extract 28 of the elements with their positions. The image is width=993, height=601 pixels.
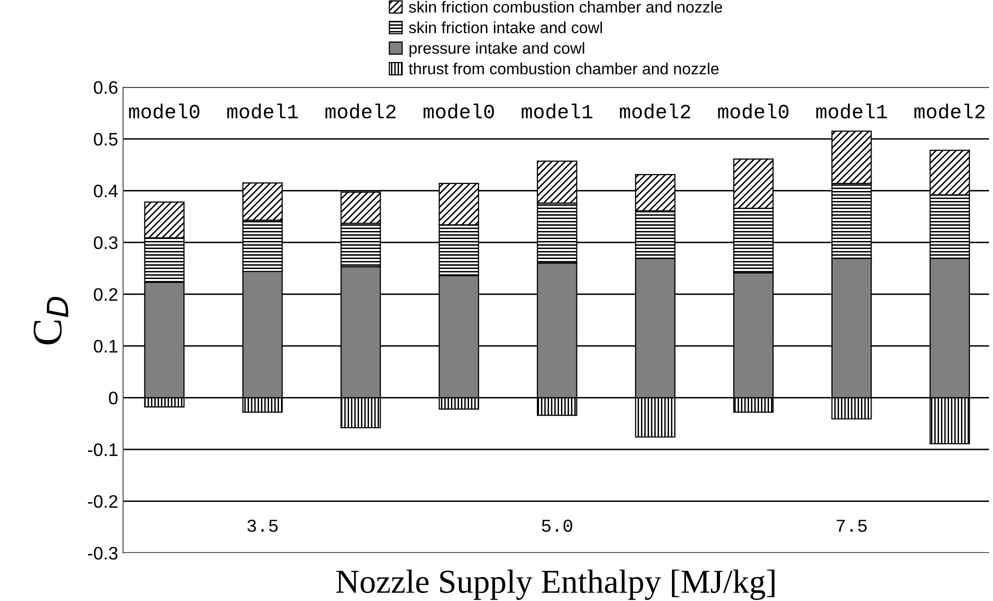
x-axis-title: Nozzle Supply Enthalpy [MJ/kg]	[336, 570, 774, 600]
legend-label: skin friction intake and cowl	[408, 22, 602, 34]
x-tick-label: model2	[620, 104, 690, 118]
annotation: 7.5	[836, 520, 867, 532]
y-tick-label: 0	[108, 392, 118, 404]
x-tick-label: model1	[227, 104, 298, 118]
y-tick-label: 0.4	[94, 184, 118, 198]
legend-label: pressure intake and cowl	[410, 42, 584, 57]
y-tick-label: 0.5	[94, 132, 118, 146]
y-tick-label: 0.3	[94, 236, 118, 250]
x-tick-label: model0	[424, 104, 494, 118]
x-tick-label: model1	[522, 104, 592, 118]
x-tick-label: model0	[129, 104, 200, 118]
y-tick-label: 0.1	[94, 340, 118, 353]
y-tick-label: 0.6	[94, 81, 118, 94]
y-tick-label: -0.1	[88, 443, 118, 456]
x-tick-label: model2	[325, 104, 396, 118]
y-axis-title: C$_{D}$	[34, 296, 68, 344]
x-tick-label: model2	[914, 104, 985, 118]
x-tick-label: model1	[816, 104, 887, 118]
legend-label: skin friction combustion chamber and nozzle	[408, 0, 722, 13]
y-tick-label: 0.2	[94, 288, 118, 301]
annotation: 5.0	[542, 520, 572, 532]
y-tick-label: -0.2	[88, 495, 118, 508]
annotation: 3.5	[247, 520, 278, 532]
x-tick-label: model0	[718, 104, 788, 118]
y-tick-label: -0.3	[88, 546, 118, 560]
legend-label: thrust from combustion chamber and nozzle	[408, 62, 719, 74]
